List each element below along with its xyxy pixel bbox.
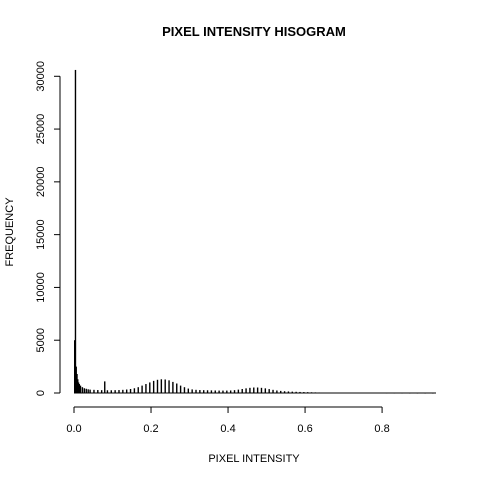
- histogram-bar: [191, 389, 193, 393]
- histogram-bar: [81, 387, 84, 393]
- histogram-bar: [114, 390, 116, 393]
- histogram-bar: [206, 390, 209, 393]
- histogram-bar: [137, 387, 139, 393]
- histogram-bar: [118, 390, 120, 393]
- histogram-bar: [256, 387, 259, 393]
- histogram-bar: [199, 390, 201, 393]
- histogram-bar: [249, 387, 251, 393]
- histogram-bar: [83, 388, 86, 393]
- x-tick-label: 0.4: [220, 423, 235, 435]
- histogram-bar: [172, 381, 174, 393]
- histogram-bar: [97, 390, 99, 393]
- histogram-bar: [272, 389, 274, 393]
- histogram-bar: [233, 390, 236, 393]
- histogram-bar: [129, 388, 132, 393]
- x-tick-label: 0.8: [374, 423, 389, 435]
- histogram-bar: [260, 387, 263, 393]
- histogram-bar: [280, 390, 282, 393]
- histogram-bar: [164, 379, 166, 393]
- histogram-bar: [295, 391, 297, 393]
- histogram-bar: [264, 388, 267, 393]
- histogram-bar: [133, 388, 136, 393]
- chart-title: PIXEL INTENSITY HISOGRAM: [162, 24, 346, 39]
- y-tick-label: 10000: [35, 272, 47, 303]
- histogram-bar: [89, 389, 91, 393]
- histogram-bar: [179, 385, 182, 393]
- x-tick-label: 0.6: [297, 423, 312, 435]
- histogram-bar: [195, 389, 197, 393]
- histogram-bar: [110, 390, 112, 393]
- histogram-bar: [176, 383, 178, 393]
- histogram-bar: [104, 381, 106, 393]
- histogram-bar: [77, 379, 79, 393]
- histogram-bar: [218, 390, 220, 393]
- histogram-bar: [122, 389, 124, 393]
- bars-layer: [74, 69, 436, 394]
- y-tick-label: 20000: [35, 167, 47, 198]
- histogram-bar: [283, 391, 286, 393]
- histogram-bar: [229, 390, 232, 393]
- histogram-bar: [75, 366, 77, 393]
- histogram-bar: [78, 384, 81, 393]
- histogram-bar: [291, 391, 293, 393]
- histogram-bar: [79, 385, 82, 393]
- histogram-bar: [241, 388, 243, 393]
- histogram-bar: [160, 379, 163, 393]
- histogram-bar: [149, 382, 151, 393]
- histogram-bar: [141, 385, 143, 393]
- x-tick-label: 0.0: [66, 423, 81, 435]
- histogram-bar: [156, 379, 159, 393]
- histogram-bar: [74, 69, 77, 393]
- histogram-bar: [210, 390, 213, 393]
- y-tick-label: 5000: [35, 328, 47, 352]
- x-axis: 0.0 0.2 0.4 0.6 0.8: [66, 406, 390, 435]
- histogram-bar: [168, 380, 170, 393]
- histogram-bar: [77, 382, 80, 393]
- histogram-bar: [74, 340, 76, 393]
- x-axis-label: PIXEL INTENSITY: [208, 453, 300, 465]
- x-tick-label: 0.2: [143, 423, 158, 435]
- histogram-bar: [253, 387, 255, 393]
- histogram-bar: [183, 387, 186, 393]
- histogram-bar: [125, 389, 128, 393]
- y-tick-label: 15000: [35, 219, 47, 250]
- histogram-bar: [299, 391, 301, 393]
- histogram-bar: [76, 374, 78, 393]
- y-tick-label: 0: [35, 390, 47, 396]
- histogram-bar: [93, 389, 95, 393]
- histogram-bar: [87, 389, 89, 393]
- histogram-bar: [287, 391, 290, 393]
- histogram-bar: [226, 390, 228, 393]
- histogram-bar: [276, 390, 278, 393]
- histogram-bar: [106, 390, 109, 393]
- histogram-bar: [100, 390, 103, 393]
- y-axis-label: FREQUENCY: [4, 197, 16, 267]
- histogram-bar: [222, 390, 224, 393]
- histogram-bar: [203, 390, 205, 393]
- histogram-bar: [214, 390, 216, 393]
- histogram-bar: [187, 388, 190, 393]
- y-tick-label: 30000: [35, 61, 47, 92]
- y-axis: 0 5000 10000 15000 20000 25000 30000: [35, 61, 61, 396]
- y-tick-label: 25000: [35, 114, 47, 145]
- histogram-bar: [152, 380, 155, 393]
- histogram-bar: [245, 388, 247, 393]
- histogram-bar: [237, 389, 240, 393]
- histogram-bar: [145, 384, 147, 393]
- histogram-bar: [268, 389, 270, 393]
- histogram-bar: [85, 388, 87, 393]
